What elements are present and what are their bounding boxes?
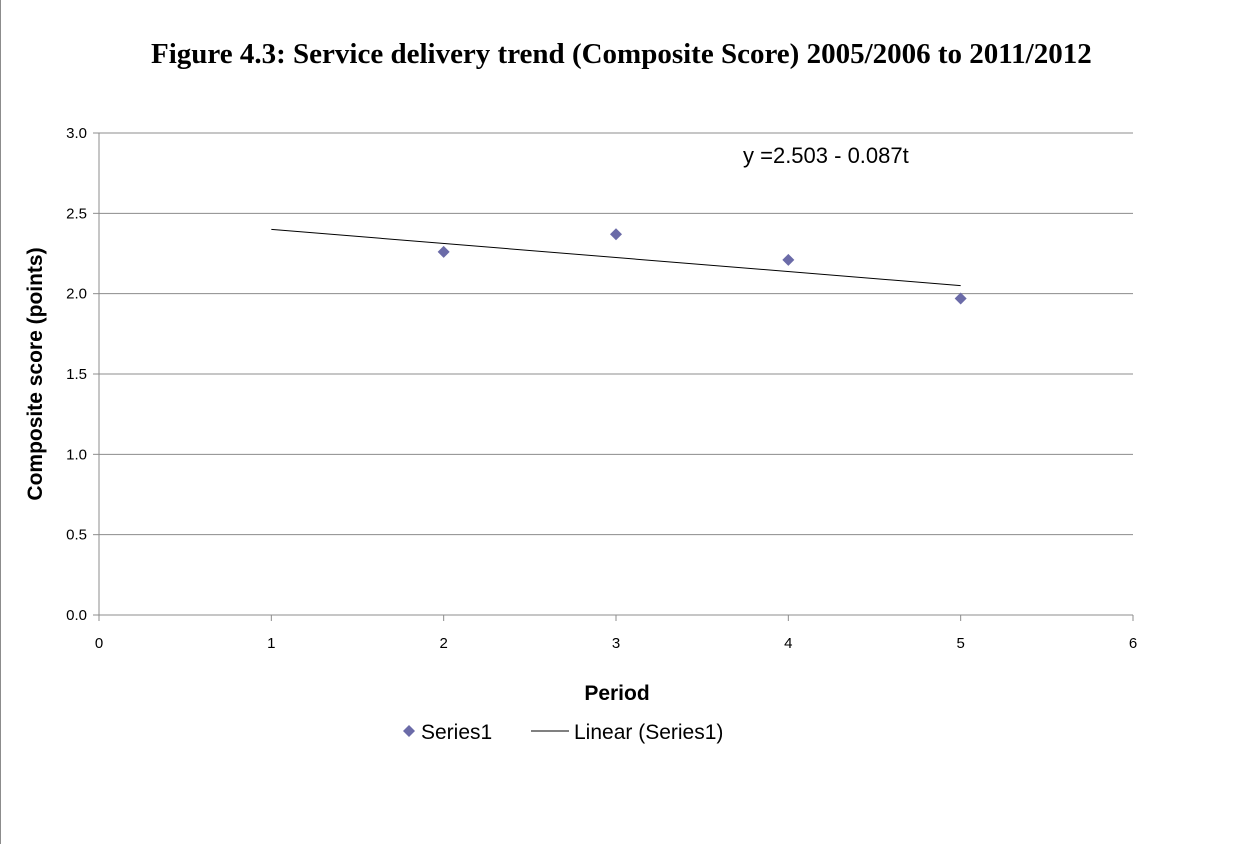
- x-tick-label: 1: [267, 635, 275, 652]
- y-tick-label: 2.0: [66, 286, 87, 303]
- y-tick-label: 3.0: [66, 125, 87, 142]
- legend-label-series1: Series1: [421, 721, 492, 744]
- chart-title: Figure 4.3: Service delivery trend (Comp…: [151, 38, 1092, 70]
- y-tick-label: 1.5: [66, 366, 87, 383]
- axes: [93, 132, 1134, 621]
- x-tick-label: 6: [1129, 635, 1137, 652]
- x-tick-label: 2: [439, 635, 447, 652]
- x-tick-label: 4: [784, 635, 792, 652]
- data-point: [954, 292, 967, 305]
- y-tick-labels: 0.0 0.5 1.0 1.5 2.0 2.5 3.0: [66, 125, 87, 624]
- y-axis-title: Composite score (points): [24, 247, 47, 500]
- x-axis-title: Period: [584, 682, 649, 705]
- grid-lines: [99, 132, 1133, 616]
- y-tick-label: 0.5: [66, 527, 87, 544]
- y-tick-label: 0.0: [66, 607, 87, 624]
- legend: Series1 Linear (Series1): [403, 721, 723, 744]
- trendline-equation: y =2.503 - 0.087t: [743, 143, 909, 168]
- x-tick-label: 3: [612, 635, 620, 652]
- data-point: [782, 253, 795, 266]
- y-tick-label: 1.0: [66, 446, 87, 463]
- data-point: [437, 245, 450, 258]
- legend-marker-series1: [403, 725, 415, 737]
- trendline: [271, 228, 961, 287]
- x-tick-label: 0: [95, 635, 103, 652]
- x-tick-labels: 0 1 2 3 4 5 6: [95, 635, 1137, 652]
- x-tick-label: 5: [956, 635, 964, 652]
- y-tick-label: 2.5: [66, 205, 87, 222]
- data-marks: [271, 228, 967, 305]
- data-point: [610, 228, 622, 241]
- legend-label-linear: Linear (Series1): [574, 721, 723, 744]
